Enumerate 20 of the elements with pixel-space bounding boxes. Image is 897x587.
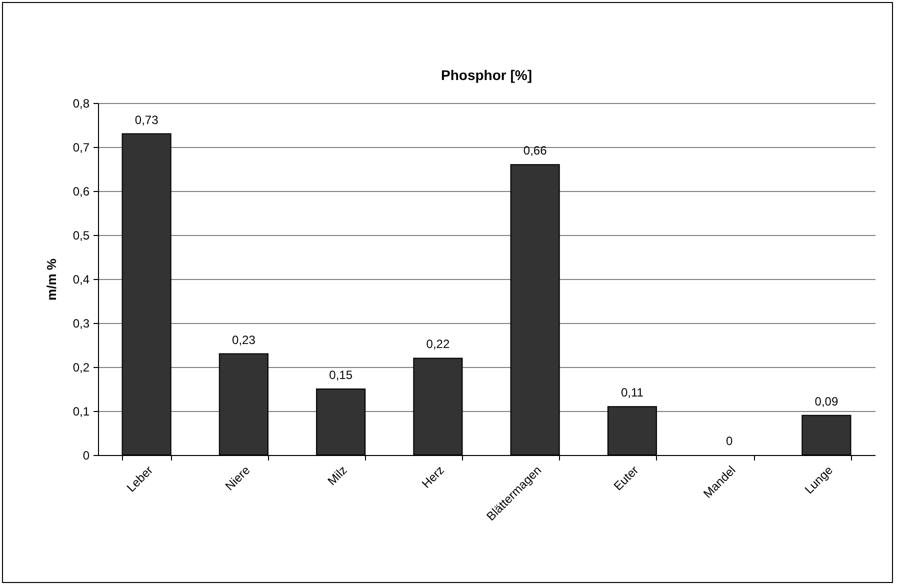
y-tick-label: 0,6 [72,184,90,198]
data-label: 0,23 [232,332,256,347]
data-label: 0,22 [426,337,450,352]
data-label: 0,15 [329,368,353,382]
data-label: 0,11 [620,386,644,400]
data-label: 0,09 [814,394,838,408]
y-tick-label: 0,5 [72,228,90,242]
data-label: 0,73 [134,112,159,127]
y-tick-label: 0,4 [72,272,90,286]
y-tick-label: 0 [82,448,90,462]
y-tick-label: 0,8 [72,96,90,110]
data-label: 0,66 [523,144,548,158]
y-tick-label: 0,1 [72,404,90,418]
y-tick-label: 0,3 [72,316,90,330]
y-tick-label: 0,2 [72,360,90,374]
data-label: 0 [726,434,733,448]
chart-title: Phosphor [%] [441,67,532,83]
y-axis-title: m/m % [44,258,59,300]
x-tick-label: Milz [324,463,350,488]
y-tick-label: 0,7 [72,140,90,154]
